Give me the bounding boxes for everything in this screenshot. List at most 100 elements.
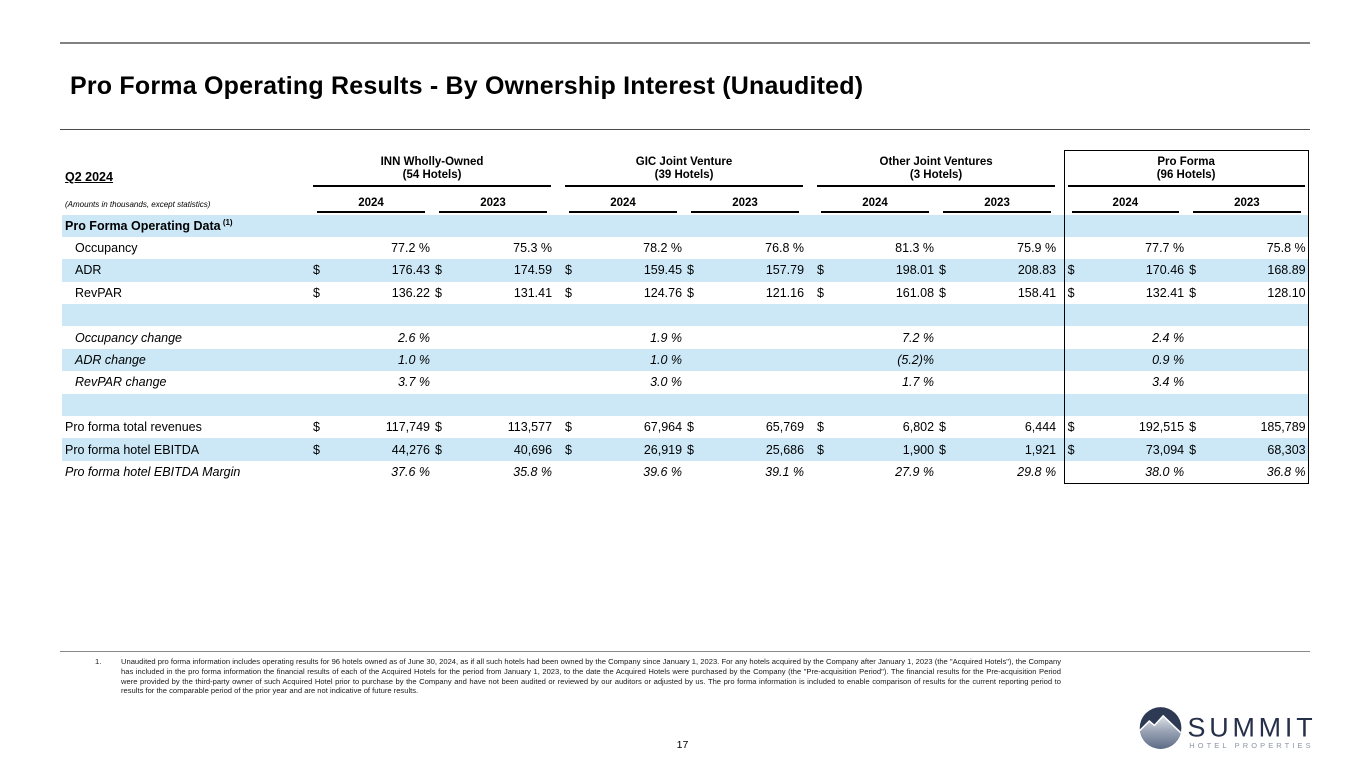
cell-value: 1.0 % — [332, 348, 432, 372]
group-spacer — [806, 282, 814, 304]
cell-value: 1.9 % — [650, 330, 683, 345]
cell-value: 26,919 — [584, 438, 685, 461]
group-spacer — [806, 237, 814, 259]
page-number: 17 — [676, 739, 689, 751]
cell-dollar — [684, 326, 706, 348]
group-spacer — [806, 348, 815, 372]
cell-value: 1,921 — [958, 438, 1059, 461]
results-table: Q2 2024 INN Wholly-Owned (54 Hotels) GIC… — [62, 150, 1309, 484]
group-spacer — [554, 259, 563, 282]
table-row: RevPAR change 3.7 % 3.0 % 1.7 % 3.4 % — [62, 371, 1309, 394]
table-row: Occupancy 77.2 % 75.3 % 78.2 % 76.8 % 81.3 % 7… — [62, 236, 1309, 260]
cell-dollar — [562, 326, 584, 348]
cell-dollar — [1063, 371, 1087, 394]
cell-value — [454, 304, 555, 327]
row-label: Occupancy — [75, 241, 138, 256]
row-label: RevPAR change — [75, 375, 167, 390]
cell-dollar — [1186, 326, 1208, 348]
cell-value — [1208, 326, 1309, 349]
footnote-text: Unaudited pro forma information includes… — [121, 657, 1061, 696]
cell-value — [454, 214, 555, 237]
group-spacer — [806, 393, 815, 417]
cell-value: 132.41 — [1145, 285, 1185, 300]
cell-value — [1208, 393, 1309, 417]
group-spacer — [554, 438, 563, 461]
cell-dollar — [814, 371, 836, 393]
group-spacer — [806, 326, 814, 348]
cell-value: 3.0 % — [650, 375, 683, 390]
cell-value — [958, 393, 1059, 417]
group-name: GIC Joint Venture — [635, 155, 733, 168]
group-spacer — [554, 214, 563, 237]
cell-dollar: $ — [1186, 259, 1209, 282]
cell-dollar — [432, 214, 454, 237]
cell-dollar — [936, 393, 959, 417]
group-spacer — [554, 187, 562, 215]
cell-dollar — [684, 304, 707, 327]
cell-dollar — [1186, 393, 1209, 417]
cell-dollar: $ — [313, 285, 320, 300]
year-header: 2023 — [1186, 186, 1309, 215]
cell-dollar — [936, 304, 959, 327]
cell-dollar: $ — [565, 420, 572, 435]
cell-value: 1.0 % — [584, 348, 685, 372]
group-spacer — [806, 187, 814, 215]
cell-value: 161.08 — [895, 285, 935, 300]
group-header-gic: GIC Joint Venture (39 Hotels) — [562, 151, 806, 187]
table-row: ADR $176.43 $174.59 $159.45 $157.79 $198.01 $2… — [62, 259, 1309, 282]
group-spacer — [806, 416, 814, 438]
cell-dollar: $ — [432, 259, 454, 282]
cell-value — [706, 214, 807, 237]
cell-value: 158.41 — [1017, 285, 1057, 300]
cell-dollar — [432, 326, 454, 348]
cell-dollar — [814, 393, 837, 417]
cell-value: 81.3 % — [895, 241, 935, 256]
cell-value — [332, 304, 432, 327]
table-row: Pro Forma Operating Data (1) — [62, 214, 1309, 237]
cell-dollar — [1186, 371, 1208, 393]
group-name: Pro Forma — [1157, 155, 1215, 168]
cell-dollar — [562, 371, 584, 393]
group-spacer — [1058, 214, 1065, 237]
cell-value: 185,789 — [1208, 416, 1309, 439]
group-spacer — [554, 393, 563, 417]
cell-value: 113,577 — [507, 420, 553, 435]
group-spacer — [1058, 259, 1065, 282]
logo-tagline: HOTEL PROPERTIES — [1189, 741, 1314, 750]
cell-value — [958, 371, 1058, 393]
group-name: INN Wholly-Owned — [380, 155, 484, 168]
cell-dollar — [936, 461, 958, 483]
cell-dollar — [936, 371, 958, 393]
row-label: Occupancy change — [75, 330, 183, 345]
group-spacer — [1058, 393, 1065, 417]
cell-dollar: $ — [562, 438, 585, 461]
cell-value: 39.1 % — [765, 464, 805, 479]
cell-value: 124.76 — [643, 285, 683, 300]
cell-dollar — [936, 326, 958, 348]
group-spacer — [806, 461, 814, 483]
cell-dollar — [1063, 393, 1087, 417]
cell-value: 35.8 % — [513, 464, 553, 479]
cell-value — [454, 326, 554, 348]
cell-value: 6,444 — [1024, 420, 1057, 435]
cell-value — [454, 371, 554, 393]
cell-dollar — [562, 393, 585, 417]
cell-dollar: $ — [817, 420, 824, 435]
cell-value — [584, 393, 685, 417]
group-spacer — [554, 461, 562, 483]
table-row — [62, 393, 1309, 417]
table-row — [62, 304, 1309, 327]
cell-dollar: $ — [939, 285, 946, 300]
cell-value: 36.8 % — [1208, 460, 1309, 484]
cell-dollar — [310, 237, 332, 259]
cell-dollar — [814, 461, 836, 483]
company-logo: SUMMIT HOTEL PROPERTIES — [1138, 702, 1322, 759]
cell-dollar — [310, 348, 332, 372]
cell-value — [584, 214, 685, 237]
cell-dollar — [310, 304, 332, 327]
year-header: 2023 — [432, 187, 554, 215]
cell-dollar: $ — [684, 259, 707, 282]
cell-dollar — [1186, 304, 1209, 327]
cell-dollar — [684, 371, 706, 393]
